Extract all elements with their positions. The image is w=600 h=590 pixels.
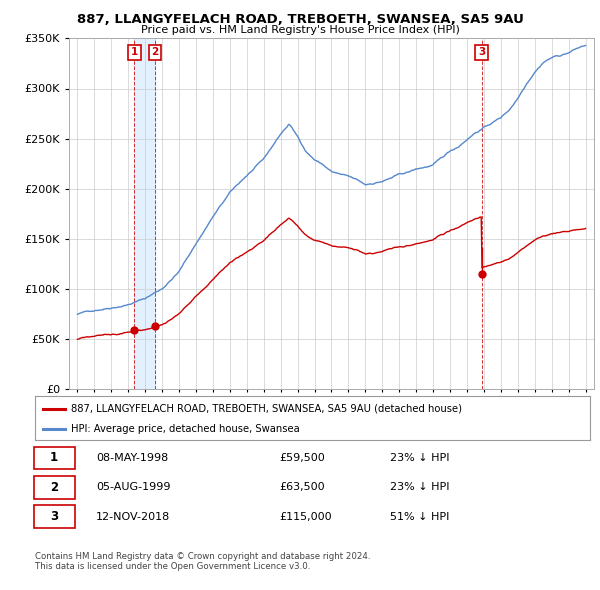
Text: HPI: Average price, detached house, Swansea: HPI: Average price, detached house, Swan… [71, 424, 299, 434]
Text: This data is licensed under the Open Government Licence v3.0.: This data is licensed under the Open Gov… [35, 562, 310, 571]
FancyBboxPatch shape [34, 476, 76, 499]
Text: Contains HM Land Registry data © Crown copyright and database right 2024.: Contains HM Land Registry data © Crown c… [35, 552, 370, 560]
Text: £63,500: £63,500 [279, 483, 325, 493]
FancyBboxPatch shape [34, 447, 76, 470]
Text: 1: 1 [131, 47, 138, 57]
Text: 51% ↓ HPI: 51% ↓ HPI [390, 512, 449, 522]
Text: 23% ↓ HPI: 23% ↓ HPI [390, 453, 449, 463]
Text: 08-MAY-1998: 08-MAY-1998 [96, 453, 168, 463]
Bar [134, 38, 155, 389]
Text: 23% ↓ HPI: 23% ↓ HPI [390, 483, 449, 493]
Text: 2: 2 [50, 481, 58, 494]
Text: Price paid vs. HM Land Registry's House Price Index (HPI): Price paid vs. HM Land Registry's House … [140, 25, 460, 35]
Text: £59,500: £59,500 [279, 453, 325, 463]
Text: 1: 1 [50, 451, 58, 464]
Text: £115,000: £115,000 [279, 512, 332, 522]
Text: 12-NOV-2018: 12-NOV-2018 [96, 512, 170, 522]
Text: 887, LLANGYFELACH ROAD, TREBOETH, SWANSEA, SA5 9AU (detached house): 887, LLANGYFELACH ROAD, TREBOETH, SWANSE… [71, 404, 462, 414]
Text: 3: 3 [478, 47, 485, 57]
FancyBboxPatch shape [34, 506, 76, 528]
Text: 2: 2 [152, 47, 159, 57]
Text: 887, LLANGYFELACH ROAD, TREBOETH, SWANSEA, SA5 9AU: 887, LLANGYFELACH ROAD, TREBOETH, SWANSE… [77, 13, 523, 26]
Text: 05-AUG-1999: 05-AUG-1999 [96, 483, 170, 493]
Text: 3: 3 [50, 510, 58, 523]
